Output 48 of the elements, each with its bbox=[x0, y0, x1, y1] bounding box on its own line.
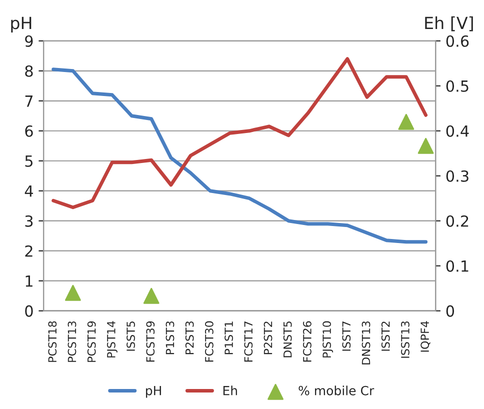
x-tick-label: FCST39 bbox=[146, 321, 155, 362]
y-tick-label: 7 bbox=[25, 96, 33, 107]
y2-axis-title: Eh [V] bbox=[425, 16, 473, 32]
line-series bbox=[52, 57, 428, 210]
x-tick-label: IQPF4 bbox=[420, 321, 430, 352]
point bbox=[143, 288, 160, 304]
x-tick-label: PJST10 bbox=[322, 321, 334, 358]
y-tick-label: 0 bbox=[25, 305, 33, 317]
x-tick-label: PCST13 bbox=[68, 321, 76, 362]
x-tick-label: ISST13 bbox=[401, 321, 410, 358]
y-tick-label: 5 bbox=[25, 156, 33, 167]
x-tick-label: P1ST3 bbox=[166, 321, 174, 354]
x-tick-label: FCST17 bbox=[244, 322, 253, 362]
point bbox=[398, 114, 414, 130]
x-tick-label: DNST13 bbox=[362, 321, 370, 364]
x-tick-label: ISST2 bbox=[381, 322, 390, 351]
y-tick-label: 6 bbox=[25, 125, 33, 137]
x-tick-label: PCST19 bbox=[87, 321, 96, 362]
y2-tick-label: 0.1 bbox=[446, 260, 468, 272]
y2-tick-label: 0 bbox=[446, 305, 454, 317]
x-tick-label: FCST30 bbox=[204, 321, 214, 362]
y2-tick-label: 0.4 bbox=[446, 125, 469, 137]
y2-tick-label: 0.3 bbox=[446, 170, 468, 182]
y-tick-label: 2 bbox=[25, 245, 32, 257]
y-tick-label: 4 bbox=[24, 186, 33, 197]
x-tick-label: ISST7 bbox=[342, 322, 351, 351]
x-tick-label: FCST26 bbox=[303, 321, 312, 362]
legend-label: Eh bbox=[223, 386, 237, 396]
y2-tick-label: 0.2 bbox=[446, 215, 468, 227]
x-tick-label: P1ST1 bbox=[224, 322, 234, 354]
legend-label: % mobile Cr bbox=[298, 386, 374, 396]
x-tick-label: P2ST2 bbox=[264, 322, 272, 354]
y-axis-title: pH bbox=[11, 16, 32, 32]
x-tick-label: DNST5 bbox=[283, 322, 292, 358]
y-tick-label: 1 bbox=[26, 276, 32, 287]
y-tick-label: 3 bbox=[25, 215, 33, 227]
x-tick-label: PCST18 bbox=[48, 321, 57, 362]
x-tick-label: P2ST3 bbox=[185, 321, 194, 354]
legend-label: pH bbox=[146, 386, 161, 398]
point bbox=[418, 138, 434, 154]
x-tick-label: ISST5 bbox=[126, 322, 135, 351]
y2-tick-label: 0.6 bbox=[446, 35, 469, 47]
y-tick-label: 8 bbox=[25, 65, 33, 77]
x-tick-label: PJST14 bbox=[106, 321, 118, 358]
y-tick-label: 9 bbox=[25, 35, 33, 47]
y2-tick-label: 0.5 bbox=[446, 80, 468, 92]
point bbox=[64, 284, 81, 301]
line-series bbox=[52, 68, 428, 244]
